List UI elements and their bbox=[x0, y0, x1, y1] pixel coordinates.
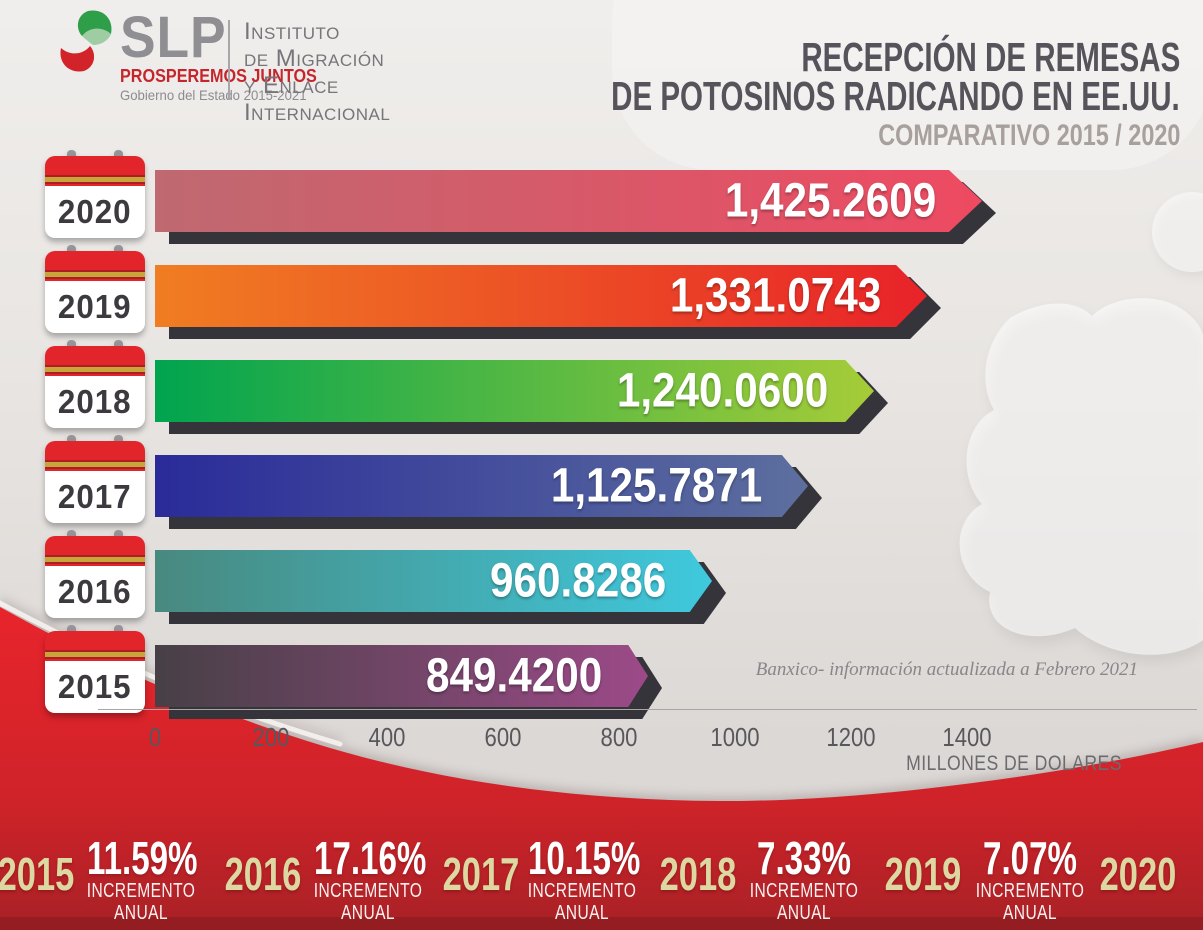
increment-word: INCREMENTO bbox=[749, 880, 859, 902]
bar-value-label: 960.8286 bbox=[489, 554, 666, 608]
slp-logo: SLP PROSPEREMOS JUNTOS Gobierno del Esta… bbox=[58, 5, 317, 105]
calendar-stripe bbox=[45, 460, 145, 469]
increment-word: ANUAL bbox=[114, 902, 168, 924]
value-bar: 849.4200 bbox=[155, 645, 648, 707]
increment-pct: 7.33% bbox=[757, 832, 851, 884]
calendar-header bbox=[45, 536, 145, 566]
calendar-header bbox=[45, 631, 145, 661]
footer-increment: 7.07% INCREMENTO ANUAL bbox=[955, 832, 1105, 924]
footer-increment: 7.33% INCREMENTO ANUAL bbox=[729, 832, 879, 924]
bar-row: 2015 849.4200 bbox=[0, 625, 1203, 719]
calendar-stripe bbox=[45, 270, 145, 279]
footer-increment: 17.16% INCREMENTO ANUAL bbox=[293, 832, 443, 924]
calendar-icon: 2020 bbox=[45, 150, 145, 238]
increment-word: ANUAL bbox=[1003, 902, 1057, 924]
increment-word: INCREMENTO bbox=[313, 880, 423, 902]
bar-row: 2017 1,125.7871 bbox=[0, 435, 1203, 529]
value-bar: 960.8286 bbox=[155, 550, 712, 612]
x-tick: 1000 bbox=[710, 722, 760, 752]
x-tick: 800 bbox=[600, 722, 638, 752]
calendar-icon: 2015 bbox=[45, 625, 145, 713]
slp-swirl-icon bbox=[60, 10, 112, 72]
year-label: 2015 bbox=[58, 668, 132, 705]
calendar-header bbox=[45, 251, 145, 281]
calendar-icon: 2019 bbox=[45, 245, 145, 333]
calendar-header bbox=[45, 156, 145, 186]
bar-row: 2016 960.8286 bbox=[0, 530, 1203, 624]
bar-value-label: 849.4200 bbox=[425, 649, 602, 703]
year-label: 2016 bbox=[58, 573, 132, 610]
value-bar: 1,240.0600 bbox=[155, 360, 874, 422]
footer-year: 2018 bbox=[659, 848, 737, 900]
footer-year: 2020 bbox=[1099, 848, 1177, 900]
bar-row: 2019 1,331.0743 bbox=[0, 245, 1203, 339]
institute-name: Instituto de Migración y Enlace Internac… bbox=[244, 18, 391, 127]
year-label: 2019 bbox=[58, 288, 132, 325]
calendar-stripe bbox=[45, 650, 145, 659]
bar-value-label: 1,331.0743 bbox=[669, 269, 881, 323]
x-tick: 400 bbox=[368, 722, 406, 752]
logo-divider bbox=[228, 20, 230, 100]
year-label: 2018 bbox=[58, 383, 132, 420]
x-tick: 600 bbox=[484, 722, 522, 752]
calendar-stripe bbox=[45, 555, 145, 564]
logo-tagline: PROSPEREMOS JUNTOS bbox=[120, 66, 317, 86]
increment-word: INCREMENTO bbox=[527, 880, 637, 902]
footer-year: 2015 bbox=[0, 848, 75, 900]
increment-pct: 10.15% bbox=[528, 832, 641, 884]
calendar-icon: 2018 bbox=[45, 340, 145, 428]
increment-word: ANUAL bbox=[555, 902, 609, 924]
x-tick: 0 bbox=[148, 722, 162, 752]
x-axis-title: MILLONES DE DOLARES bbox=[906, 752, 1122, 775]
title-subtitle: COMPARATIVO 2015 / 2020 bbox=[877, 119, 1180, 152]
increment-pct: 17.16% bbox=[314, 832, 427, 884]
value-bar: 1,125.7871 bbox=[155, 455, 808, 517]
bar-value-label: 1,240.0600 bbox=[616, 364, 828, 418]
page-title: RECEPCIÓN DE REMESAS DE POTOSINOS RADICA… bbox=[390, 34, 1180, 156]
year-label: 2017 bbox=[58, 478, 132, 515]
x-tick: 1200 bbox=[826, 722, 876, 752]
bar-value-label: 1,125.7871 bbox=[550, 459, 762, 513]
calendar-icon: 2017 bbox=[45, 435, 145, 523]
footer-year: 2017 bbox=[442, 848, 520, 900]
calendar-stripe bbox=[45, 365, 145, 374]
calendar-header bbox=[45, 346, 145, 376]
year-label: 2020 bbox=[58, 193, 132, 230]
footer-year: 2019 bbox=[884, 848, 962, 900]
title-line1: RECEPCIÓN DE REMESAS bbox=[801, 34, 1180, 80]
footer-increment: 10.15% INCREMENTO ANUAL bbox=[507, 832, 657, 924]
title-line2: DE POTOSINOS RADICANDO EN EE.UU. bbox=[611, 73, 1180, 119]
increment-word: INCREMENTO bbox=[86, 880, 196, 902]
bar-row: 2018 1,240.0600 bbox=[0, 340, 1203, 434]
logo-acronym: SLP bbox=[120, 5, 227, 70]
x-tick: 1400 bbox=[942, 722, 992, 752]
increment-word: ANUAL bbox=[341, 902, 395, 924]
x-tick: 200 bbox=[252, 722, 290, 752]
footer-increment: 11.59% INCREMENTO ANUAL bbox=[66, 832, 216, 924]
value-bar: 1,425.2609 bbox=[155, 170, 982, 232]
footer-year: 2016 bbox=[224, 848, 302, 900]
value-bar: 1,331.0743 bbox=[155, 265, 927, 327]
increment-word: INCREMENTO bbox=[975, 880, 1085, 902]
calendar-stripe bbox=[45, 175, 145, 184]
increment-word: ANUAL bbox=[777, 902, 831, 924]
calendar-icon: 2016 bbox=[45, 530, 145, 618]
x-axis-line bbox=[98, 709, 1197, 710]
increment-pct: 11.59% bbox=[87, 832, 198, 884]
increment-pct: 7.07% bbox=[983, 832, 1077, 884]
bar-value-label: 1,425.2609 bbox=[724, 174, 936, 228]
logo-government: Gobierno del Estado 2015-2021 bbox=[120, 87, 307, 103]
source-note: Banxico- información actualizada a Febre… bbox=[755, 659, 1138, 680]
calendar-header bbox=[45, 441, 145, 471]
bar-row: 2020 1,425.2609 bbox=[0, 150, 1203, 244]
